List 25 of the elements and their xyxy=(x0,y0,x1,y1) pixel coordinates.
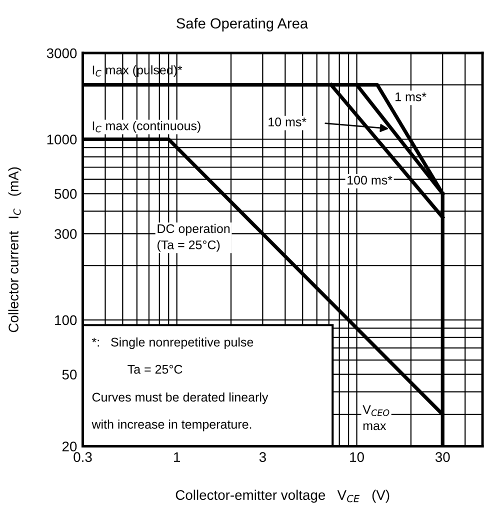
y-tick-label: 3000 xyxy=(46,48,77,58)
y-tick-label: 50 xyxy=(62,370,77,380)
chart-title: Safe Operating Area xyxy=(176,18,308,32)
x-tick-label: 30 xyxy=(435,452,450,462)
annotation: 100 ms* xyxy=(348,176,392,185)
annotation: Curves must be derated linearly xyxy=(92,392,268,404)
y-tick-label: 20 xyxy=(62,442,77,452)
x-tick-label: 3 xyxy=(259,452,266,462)
text: Collector current I$_{C}$ (mA) xyxy=(8,167,22,332)
annotation: with increase in temperature. xyxy=(92,420,252,432)
annotation: Ta = 25°C xyxy=(128,364,182,374)
annotation: *: Single nonrepetitive pulse xyxy=(92,337,254,350)
x-tick-label: 10 xyxy=(350,452,364,462)
annotation: V$_{CEO}$ max xyxy=(362,405,390,430)
y-tick-label: 1000 xyxy=(47,134,77,144)
text: Collector-emitter voltage V$_{CE}$ (V) xyxy=(176,490,390,503)
annotation: I$_{C}$ max (continuous) xyxy=(92,121,200,133)
annotation: DC operation (Ta = 25°C) xyxy=(158,224,230,252)
annotation: 1 ms* xyxy=(396,92,426,102)
y-tick-label: 100 xyxy=(55,315,77,326)
x-tick-label: 1 xyxy=(174,452,180,462)
y-tick-label: 500 xyxy=(54,188,77,199)
y-tick-label: 300 xyxy=(54,229,77,239)
x-tick-label: 0.3 xyxy=(74,452,92,462)
annotation: 10 ms* xyxy=(268,118,306,126)
